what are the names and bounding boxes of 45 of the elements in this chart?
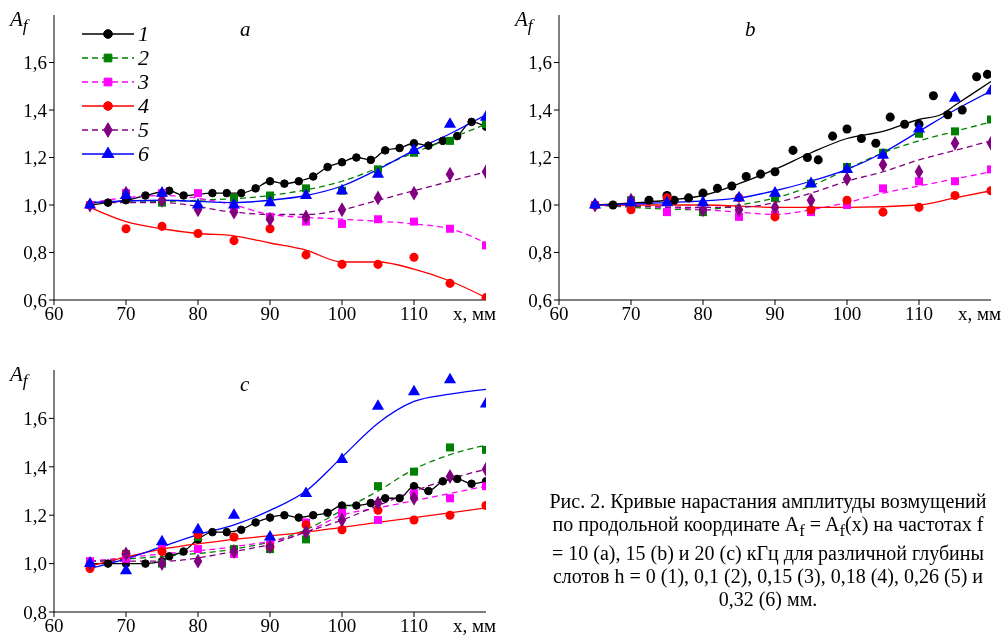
y-tick-label: 0,8 (23, 242, 47, 264)
legend-label: 5 (138, 117, 149, 143)
chart-title: b (745, 17, 756, 42)
y-tick-label: 1,4 (23, 456, 48, 478)
y-tick-label: 1,2 (528, 147, 552, 169)
y-tick-label: 1,6 (23, 52, 47, 74)
x-tick-label: 100 (327, 615, 357, 637)
y-tick-label: 1,0 (23, 553, 47, 575)
y-tick-label: 1,0 (23, 194, 47, 216)
legend-label: 4 (138, 93, 149, 119)
y-tick-label: 1,0 (528, 194, 552, 216)
x-tick-label: 110 (905, 303, 933, 325)
x-tick-label: 70 (621, 303, 641, 325)
x-tick-label: 80 (188, 303, 208, 325)
x-tick-label: 110 (400, 615, 428, 637)
chart-title: c (240, 372, 250, 397)
legend-label: 1 (138, 21, 149, 47)
x-axis-title: x, мм (953, 303, 1001, 325)
x-tick-label: 80 (693, 303, 713, 325)
y-axis-title: A$_{f}$ (10, 7, 28, 37)
x-tick-label: 90 (260, 303, 280, 325)
text: Рис. 2. Кривые нарастания амплитуды возмущений по продольной координате A$_{f}$ = A$_{f}$(x) на частотах f = 10 (a), 15 (b) и 20 (c) кГц для различной глубины слотов h = 0 (1), 0,1 (2), 0,15 (3), 0,18 (4), 0,26 (5) и 0,32 (6) мм. (549, 490, 987, 610)
chart-title: a (240, 17, 251, 42)
y-tick-label: 0,8 (528, 242, 552, 264)
y-tick-label: 1,4 (23, 99, 48, 121)
x-tick-label: 90 (765, 303, 785, 325)
x-tick-label: 100 (327, 303, 357, 325)
x-axis-title: x, мм (448, 615, 496, 637)
y-axis-title: A$_{f}$ (10, 362, 28, 392)
y-tick-label: 1,2 (23, 504, 47, 526)
y-axis-title: A$_{f}$ (515, 7, 533, 37)
y-tick-label: 1,6 (528, 52, 552, 74)
legend-label: 6 (138, 141, 149, 167)
x-tick-label: 90 (260, 615, 280, 637)
x-tick-label: 70 (116, 615, 136, 637)
x-tick-label: 100 (832, 303, 862, 325)
x-tick-label: 80 (188, 615, 208, 637)
y-tick-label: 1,6 (23, 408, 47, 430)
y-tick-label: 1,2 (23, 147, 47, 169)
x-axis-title: x, мм (448, 303, 496, 325)
x-tick-label: 110 (400, 303, 428, 325)
x-tick-label: 70 (116, 303, 136, 325)
legend-label: 3 (138, 69, 149, 95)
y-tick-label: 1,4 (528, 99, 553, 121)
legend-label: 2 (138, 45, 149, 71)
